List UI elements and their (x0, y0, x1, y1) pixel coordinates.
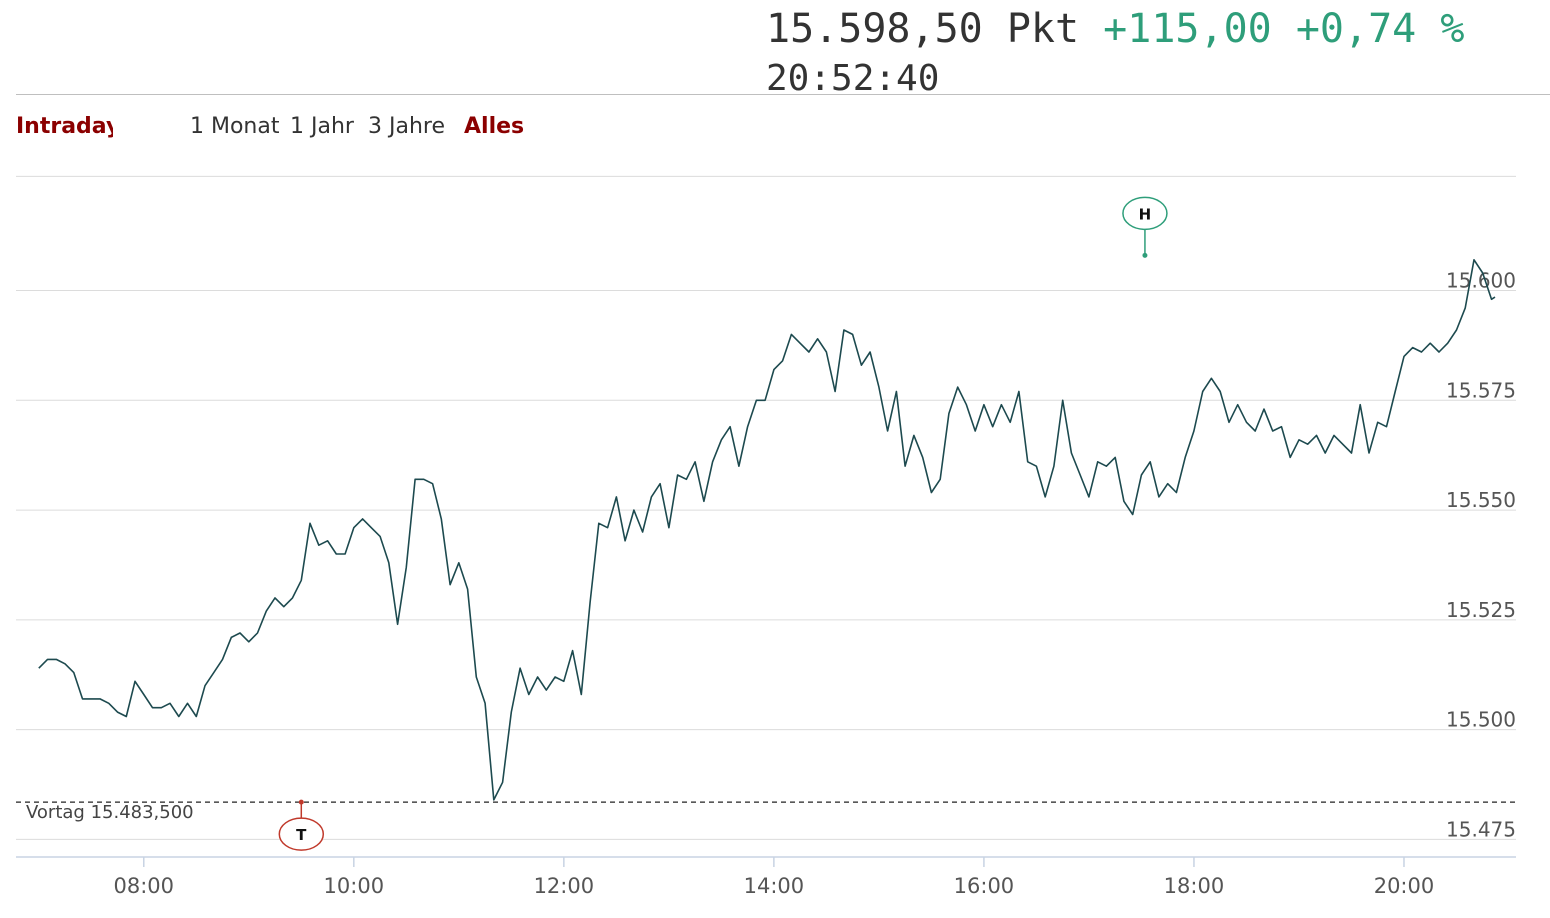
range-selector: Intraday 1 Monat 1 Jahr 3 Jahre Alles (16, 112, 616, 142)
reference-line-group: Vortag 15.483,500 (16, 801, 1516, 823)
y-axis: 15.475 15.500 15.525 15.550 15.575 15.600 (1446, 269, 1516, 842)
quote-line: 15.598,50 Pkt +115,00 +0,74 % (766, 6, 1464, 52)
marker-point (298, 799, 304, 805)
y-tick-label: 15.475 (1446, 817, 1516, 841)
y-tick-label: 15.500 (1446, 708, 1516, 732)
reference-label: Vortag 15.483,500 (26, 802, 194, 823)
change-absolute: +115,00 (1103, 6, 1272, 52)
change-percent: +0,74 % (1295, 6, 1465, 52)
high-marker: H (1122, 196, 1168, 258)
x-tick-label: 08:00 (114, 874, 175, 898)
x-tick-label: 12:00 (534, 874, 595, 898)
marker-bubble (1122, 196, 1168, 231)
x-tick-label: 20:00 (1374, 874, 1435, 898)
grid-lines (16, 175, 1516, 840)
x-tick-label: 18:00 (1164, 874, 1225, 898)
y-tick-label: 15.600 (1446, 269, 1516, 293)
x-tick-label: 16:00 (954, 874, 1015, 898)
tab-alles[interactable]: Alles (464, 114, 525, 139)
x-tick-label: 14:00 (744, 874, 805, 898)
quote-time: 20:52:40 (766, 58, 940, 99)
low-marker: T (278, 799, 325, 851)
header-divider (16, 94, 1550, 95)
marker-label: T (296, 826, 307, 844)
y-tick-label: 15.525 (1446, 598, 1516, 622)
marker-group: HT (278, 196, 1168, 851)
marker-bubble (278, 817, 325, 851)
tab-1-jahr[interactable]: 1 Jahr (290, 114, 354, 139)
series-line (38, 259, 1496, 801)
marker-label: H (1139, 205, 1152, 223)
y-tick-label: 15.550 (1446, 488, 1516, 512)
x-axis: 08:00 10:00 12:00 14:00 16:00 18:00 20:00 (16, 856, 1516, 898)
x-tick-label: 10:00 (324, 874, 385, 898)
y-tick-label: 15.575 (1446, 378, 1516, 402)
last-price: 15.598,50 Pkt (766, 6, 1080, 52)
intraday-chart: 15.475 15.500 15.525 15.550 15.575 15.600 08:… (16, 175, 1516, 898)
tab-3-jahre[interactable]: 3 Jahre (368, 114, 445, 139)
tab-1-monat[interactable]: 1 Monat (190, 114, 280, 139)
marker-point (1142, 252, 1148, 258)
series-group (38, 259, 1496, 801)
tab-intraday[interactable]: Intraday (16, 114, 113, 139)
